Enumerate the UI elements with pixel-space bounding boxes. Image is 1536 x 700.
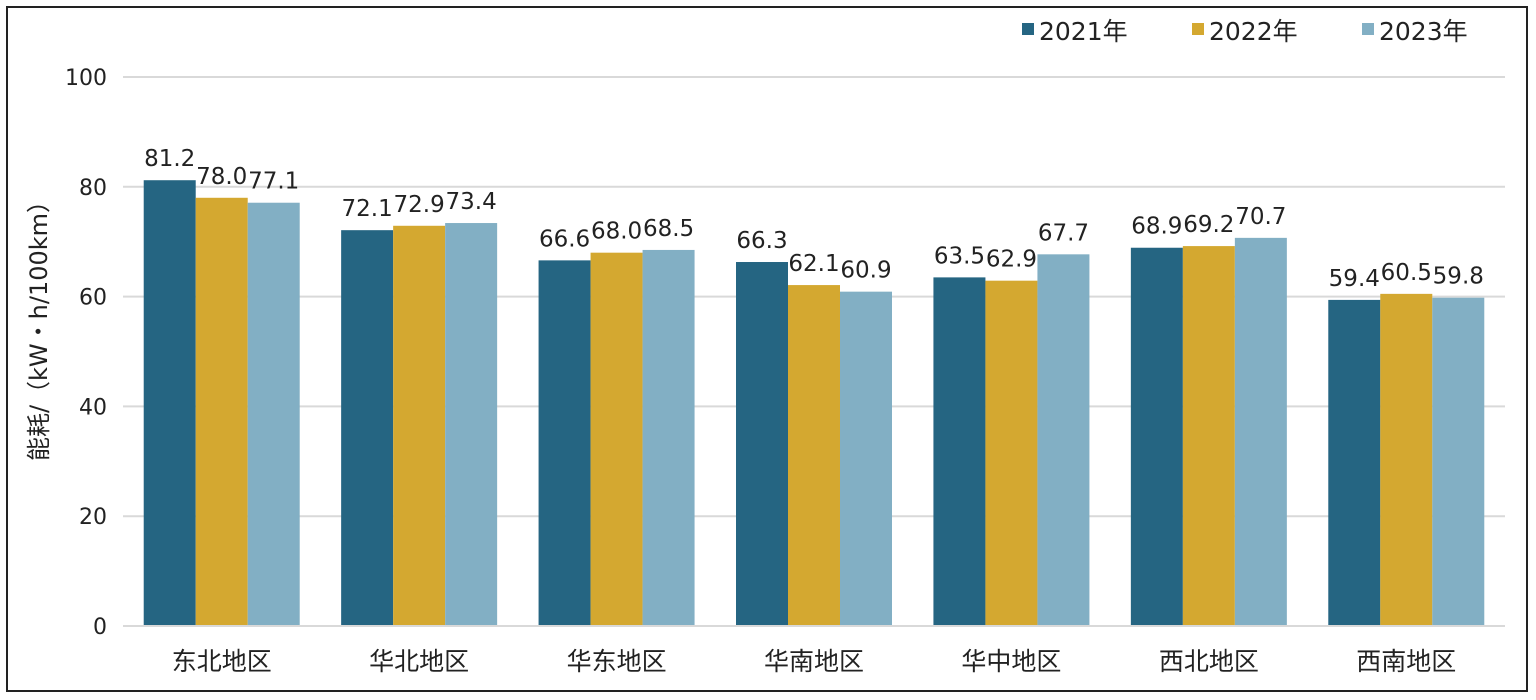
category-label: 西北地区 [1159, 647, 1259, 676]
bar [736, 262, 788, 626]
category-label: 华南地区 [764, 647, 864, 676]
bar [933, 277, 986, 626]
bar [788, 285, 840, 626]
data-label: 67.7 [1038, 220, 1089, 246]
data-label: 69.2 [1183, 212, 1234, 238]
bar [1182, 246, 1235, 627]
data-label: 68.0 [591, 219, 642, 245]
bar [341, 230, 394, 626]
data-label: 72.1 [342, 196, 393, 222]
legend-swatch [1192, 23, 1204, 35]
x-axis-categories: 东北地区 华北地区 华东地区 华南地区 华中地区 西北地区 西南地区 [172, 647, 1457, 676]
bar [393, 225, 446, 627]
bar [642, 249, 695, 626]
data-label: 60.5 [1381, 260, 1432, 286]
data-label: 73.4 [446, 189, 497, 215]
bar [1130, 247, 1183, 626]
data-label: 70.7 [1235, 204, 1286, 230]
data-label: 81.2 [144, 146, 195, 172]
data-label: 66.3 [736, 228, 787, 254]
data-label: 66.6 [539, 226, 590, 252]
bar [538, 260, 591, 626]
bars [143, 180, 1485, 627]
bar [985, 280, 1038, 626]
bar [1037, 254, 1090, 626]
category-label: 华东地区 [567, 647, 667, 676]
legend: 2021年 2022年 2023年 [1022, 17, 1468, 46]
category-label: 华中地区 [961, 647, 1061, 676]
y-tick-label: 60 [79, 286, 107, 311]
bar [1234, 237, 1287, 626]
y-axis-title: 能耗/（kW・h/100km） [25, 189, 53, 461]
data-label: 62.9 [986, 247, 1037, 273]
legend-swatch [1022, 23, 1034, 35]
data-label: 68.5 [643, 216, 694, 242]
data-label: 60.9 [840, 258, 891, 284]
y-tick-label: 20 [79, 505, 107, 530]
y-tick-label: 0 [93, 615, 107, 640]
data-label: 59.4 [1329, 266, 1380, 292]
data-label: 62.1 [788, 251, 839, 277]
bar [1328, 299, 1381, 626]
y-axis-ticks: 0 20 40 60 80 100 [65, 66, 107, 640]
bar [445, 223, 498, 626]
bar [143, 180, 196, 626]
category-label: 西南地区 [1356, 647, 1456, 676]
data-label: 72.9 [394, 192, 445, 218]
y-tick-label: 40 [79, 395, 107, 420]
bar [1432, 297, 1485, 626]
data-label: 63.5 [934, 243, 985, 269]
legend-label: 2022年 [1209, 17, 1298, 46]
legend-label: 2021年 [1039, 17, 1128, 46]
legend-swatch [1362, 23, 1374, 35]
y-tick-label: 80 [79, 176, 107, 201]
bar [840, 291, 892, 626]
data-label: 77.1 [248, 169, 299, 195]
bar [195, 197, 248, 626]
bar [1380, 293, 1433, 626]
data-label: 78.0 [196, 164, 247, 190]
category-label: 华北地区 [369, 647, 469, 676]
bar [590, 252, 643, 626]
category-label: 东北地区 [172, 647, 272, 676]
data-label: 59.8 [1433, 264, 1484, 290]
y-tick-label: 100 [65, 66, 107, 91]
bar [247, 202, 300, 626]
data-labels: 81.278.0 77.1 72.1 72.9 73.4 66.6 68.0 68.5 66.3… [144, 146, 1484, 292]
data-label: 68.9 [1131, 214, 1182, 240]
legend-label: 2023年 [1379, 17, 1468, 46]
